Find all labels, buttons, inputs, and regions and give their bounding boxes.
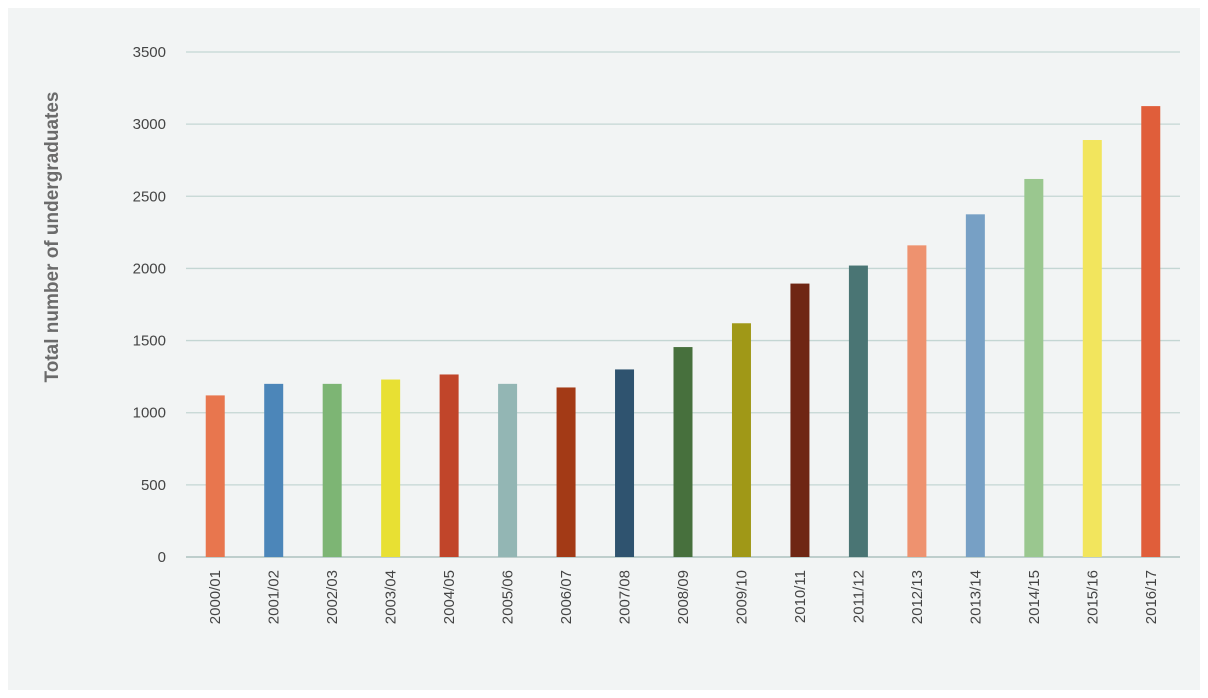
x-tick-label: 2013/14 [967, 570, 984, 624]
bar-2008-09 [673, 347, 693, 557]
x-tick-label: 2001/02 [266, 570, 283, 624]
bar-2003-04 [381, 379, 401, 557]
x-tick-label: 2005/06 [500, 570, 517, 624]
chart-background [8, 8, 1200, 690]
x-tick-label: 2006/07 [558, 570, 575, 624]
x-tick-label: 2003/04 [383, 570, 400, 624]
x-tick-label: 2007/08 [617, 570, 634, 624]
x-tick-label: 2010/11 [792, 570, 809, 623]
y-tick-label: 1500 [133, 333, 166, 350]
y-axis-label: Total number of undergraduates [42, 91, 63, 382]
bars [205, 106, 1161, 558]
bar-2012-13 [907, 245, 927, 558]
bar-2002-03 [322, 383, 342, 557]
x-axis-ticks: 2000/01 2001/02 2002/03 2003/04 2004/05 2005/… [207, 570, 1160, 624]
x-tick-label: 2009/10 [733, 570, 750, 624]
bar-2013-14 [965, 214, 985, 558]
x-tick-label: 2015/16 [1084, 570, 1101, 624]
x-tick-label: 2008/09 [675, 570, 692, 624]
bar-2005-06 [498, 383, 518, 557]
bar-2010-11 [790, 283, 810, 557]
y-axis-ticks: 0 500 1000 1500 2000 2500 3000 3500 [133, 44, 166, 566]
x-tick-label: 2004/05 [441, 570, 458, 624]
y-tick-label: 500 [141, 477, 166, 494]
x-tick-label: 2012/13 [909, 570, 926, 624]
bar-2015-16 [1082, 140, 1102, 557]
x-tick-label: 2011/12 [850, 570, 867, 623]
y-tick-label: 0 [158, 549, 166, 566]
bar-2014-15 [1024, 178, 1044, 557]
y-tick-label: 3000 [133, 116, 166, 133]
y-tick-label: 2500 [133, 188, 166, 205]
y-tick-label: 2000 [133, 260, 166, 277]
bar-2011-12 [848, 265, 868, 557]
x-tick-label: 2002/03 [324, 570, 341, 624]
bar-2006-07 [556, 387, 576, 557]
y-tick-label: 3500 [133, 44, 166, 61]
y-tick-label: 1000 [133, 405, 166, 422]
bar-2000-01 [205, 395, 225, 557]
bar-2016-17 [1141, 106, 1161, 557]
bar-2001-02 [264, 383, 284, 557]
x-tick-label: 2014/15 [1026, 570, 1043, 624]
x-tick-label: 2000/01 [207, 570, 224, 624]
x-tick-label: 2016/17 [1143, 570, 1160, 624]
bar-2007-08 [615, 369, 635, 557]
bar-2004-05 [439, 374, 459, 557]
bar-2009-10 [731, 323, 751, 557]
